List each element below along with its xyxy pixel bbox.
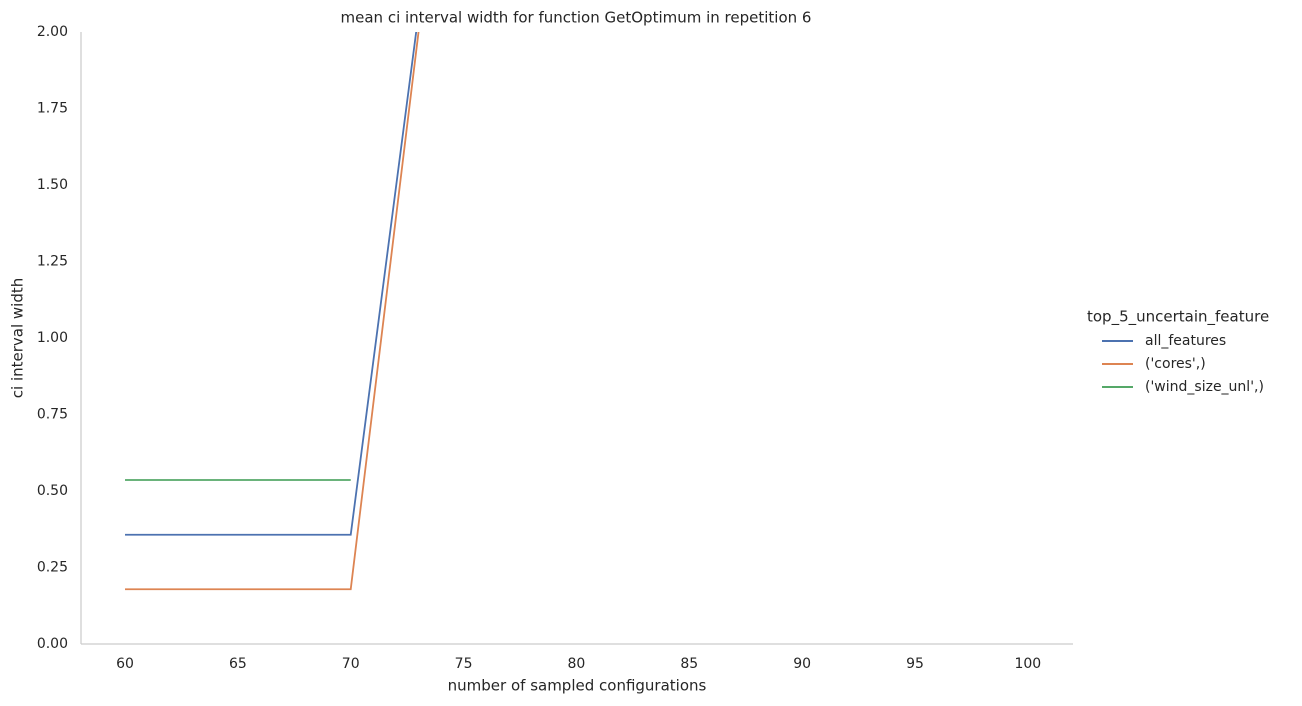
x-tick-label: 95 — [906, 656, 924, 672]
x-tick-label: 75 — [455, 656, 473, 672]
y-axis-label: ci interval width — [9, 278, 27, 398]
legend-label: ('cores',) — [1145, 356, 1206, 372]
y-tick-label: 0.75 — [37, 407, 68, 423]
x-tick-label: 65 — [229, 656, 247, 672]
x-tick-label: 100 — [1014, 656, 1041, 672]
line-series — [125, 32, 420, 591]
x-axis-label: number of sampled configurations — [448, 677, 707, 695]
y-tick-label: 1.50 — [37, 177, 68, 193]
x-tick-label: 90 — [793, 656, 811, 672]
legend-title: top_5_uncertain_feature — [1087, 308, 1269, 327]
y-tick-label: 2.00 — [37, 24, 68, 40]
y-tick-label: 0.50 — [37, 483, 68, 499]
x-tick-label: 70 — [342, 656, 360, 672]
x-tick-label: 80 — [568, 656, 586, 672]
y-tick-label: 0.25 — [37, 560, 68, 576]
x-tick-label: 85 — [680, 656, 698, 672]
y-tick-label: 1.00 — [37, 330, 68, 346]
line-series — [125, 32, 418, 536]
y-tick-label: 1.75 — [37, 101, 68, 117]
chart-title: mean ci interval width for function GetO… — [341, 9, 812, 27]
legend-label: ('wind_size_unl',) — [1145, 379, 1264, 395]
x-tick-label: 60 — [116, 656, 134, 672]
legend-label: all_features — [1145, 333, 1226, 349]
y-tick-label: 1.25 — [37, 254, 68, 270]
y-tick-label: 0.00 — [37, 636, 68, 652]
